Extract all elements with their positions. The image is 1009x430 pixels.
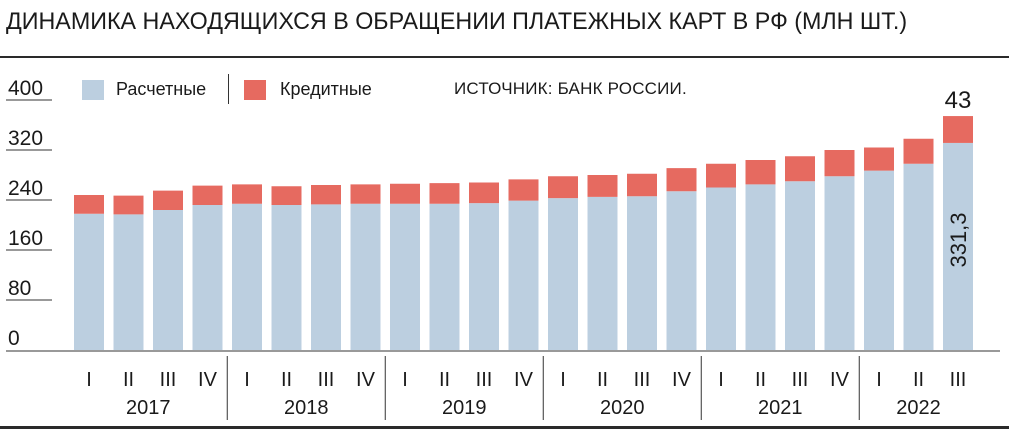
x-tick-label-quarter: I	[876, 369, 882, 391]
bar-settlement	[311, 204, 341, 350]
legend-label-settlement: Расчетные	[116, 79, 207, 99]
bar-credit	[192, 185, 223, 205]
x-tick-label-quarter: II	[123, 369, 134, 391]
bar-settlement	[745, 184, 776, 350]
x-tick-label-year: 2020	[600, 397, 645, 419]
bar-credit	[113, 195, 144, 215]
bar-settlement	[666, 191, 697, 350]
bar-credit	[429, 183, 460, 204]
x-tick-label-quarter: IV	[830, 369, 850, 391]
bar-credit	[548, 176, 578, 199]
bar-credit	[469, 182, 499, 204]
bar-settlement	[864, 170, 894, 350]
x-tick-label-quarter: III	[160, 369, 177, 391]
x-tick-label-quarter: IV	[356, 369, 376, 391]
x-tick-label-year: 2021	[758, 397, 803, 419]
annotation-settlement-value: 331,3	[946, 212, 971, 267]
bar-settlement	[113, 214, 144, 350]
y-tick-label: 80	[8, 277, 31, 300]
bar-credit	[311, 185, 341, 205]
bar-settlement	[706, 187, 736, 350]
x-tick-label-quarter: I	[560, 369, 566, 391]
chart-title: ДИНАМИКА НАХОДЯЩИХСЯ В ОБРАЩЕНИИ ПЛАТЕЖН…	[6, 8, 908, 35]
bar-credit	[508, 179, 539, 201]
bar-credit	[943, 116, 973, 143]
bar-settlement	[429, 203, 460, 350]
bar-credit	[745, 160, 776, 185]
title-divider	[0, 56, 1009, 58]
bar-credit	[74, 195, 104, 214]
x-tick-label-quarter: III	[950, 369, 967, 391]
bar-credit	[271, 186, 302, 205]
bar-credit	[824, 150, 855, 177]
bar-settlement	[508, 200, 539, 350]
bottom-divider	[0, 426, 1009, 429]
x-tick-label-quarter: II	[913, 369, 924, 391]
x-tick-label-year: 2018	[284, 397, 329, 419]
x-tick-label-quarter: II	[281, 369, 292, 391]
y-tick-label: 160	[8, 227, 43, 250]
x-tick-label-quarter: I	[402, 369, 408, 391]
bar-credit	[587, 175, 618, 197]
bar-settlement	[192, 205, 223, 350]
x-tick-label-quarter: III	[476, 369, 493, 391]
bar-settlement	[469, 203, 499, 350]
bar-credit	[627, 173, 657, 197]
y-tick-label: 400	[8, 77, 43, 100]
x-tick-label-quarter: I	[244, 369, 250, 391]
x-tick-label-quarter: II	[439, 369, 450, 391]
x-tick-label-quarter: III	[318, 369, 335, 391]
x-tick-label-quarter: IV	[198, 369, 218, 391]
bar-credit	[153, 190, 183, 210]
bar-credit	[390, 183, 420, 204]
bar-settlement	[153, 210, 183, 350]
bar-credit	[232, 184, 262, 204]
legend-swatch-credit	[244, 80, 266, 100]
x-tick-label-year: 2017	[126, 397, 171, 419]
x-tick-label-quarter: III	[792, 369, 809, 391]
x-tick-label-quarter: I	[86, 369, 92, 391]
bar-credit	[706, 163, 736, 188]
x-tick-label-quarter: IV	[672, 369, 692, 391]
bar-settlement	[350, 203, 381, 350]
bar-settlement	[943, 142, 973, 350]
x-tick-label-quarter: II	[597, 369, 608, 391]
bar-settlement	[587, 196, 618, 350]
legend-swatch-settlement	[82, 80, 104, 100]
source-note: ИСТОЧНИК: БАНК РОССИИ.	[454, 79, 687, 98]
y-tick-label: 240	[8, 177, 43, 200]
bar-settlement	[74, 213, 104, 350]
bar-credit	[785, 156, 815, 182]
bar-settlement	[232, 203, 262, 350]
x-tick-label-quarter: III	[634, 369, 651, 391]
annotation-credit-value: 43	[945, 87, 972, 114]
x-tick-label-year: 2019	[442, 397, 487, 419]
bar-settlement	[271, 205, 302, 350]
bar-settlement	[903, 163, 934, 350]
y-tick-label: 0	[8, 327, 20, 350]
bar-credit	[350, 184, 381, 204]
bar-settlement	[627, 196, 657, 350]
legend-separator	[228, 74, 229, 104]
x-tick-label-quarter: IV	[514, 369, 534, 391]
bar-settlement	[548, 198, 578, 350]
x-tick-label-quarter: I	[718, 369, 724, 391]
bar-credit	[666, 168, 697, 192]
bar-credit	[864, 147, 894, 171]
bar-settlement	[390, 203, 420, 350]
x-tick-label-year: 2022	[896, 397, 941, 419]
legend-label-credit: Кредитные	[280, 79, 372, 99]
y-tick-label: 320	[8, 127, 43, 150]
bar-credit	[903, 138, 934, 164]
bar-settlement	[785, 181, 815, 350]
x-tick-label-quarter: II	[755, 369, 766, 391]
bar-settlement	[824, 176, 855, 350]
